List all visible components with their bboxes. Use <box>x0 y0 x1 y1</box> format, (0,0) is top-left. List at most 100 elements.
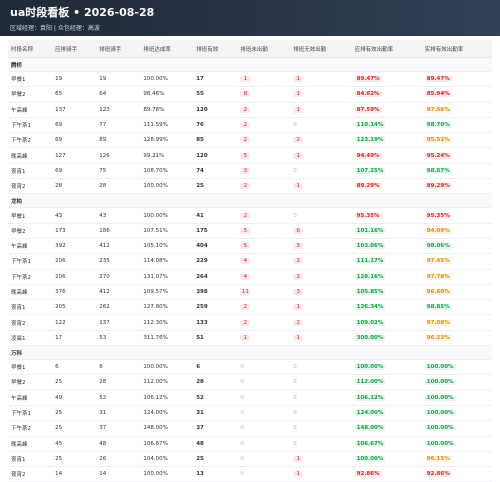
count: 3 <box>293 243 304 250</box>
cell: 111.17% <box>351 253 422 270</box>
cell: 0 <box>237 451 291 468</box>
cell: 37 <box>193 420 238 437</box>
count: 0 <box>293 394 297 401</box>
cell: 5 <box>237 238 291 255</box>
data-row: 午高峰 137 123 89.78% 120 2 1 87.59% 97.56% <box>8 102 492 118</box>
cell: 229 <box>193 253 238 270</box>
count: 2 <box>293 258 304 265</box>
cell: 53 <box>96 330 141 347</box>
cell: 37 <box>96 420 141 437</box>
cell: 206 <box>52 253 97 270</box>
cell: 404 <box>193 238 238 255</box>
count: 11 <box>240 289 251 295</box>
cell: 186 <box>96 223 141 239</box>
cell: 311.76% <box>140 330 194 347</box>
count: 4 <box>240 258 251 265</box>
cell: 89.78% <box>140 102 194 118</box>
column-header: 实排有效出勤率 <box>421 40 492 58</box>
column-header: 排班无效出勤 <box>290 40 352 58</box>
cell: 4 <box>237 269 291 285</box>
cell: 97.08% <box>421 314 492 331</box>
cell: 262 <box>96 299 141 316</box>
count: 1 <box>293 76 304 83</box>
cell: 97.78% <box>421 269 492 285</box>
cell: 398 <box>193 284 238 301</box>
count: 2 <box>240 304 251 311</box>
count: 5 <box>240 152 251 159</box>
cell: 175 <box>193 223 238 239</box>
cell: 43 <box>96 207 141 224</box>
table: 时段名称 应排骑手 排班骑手 排班达成率 排班有效 排班未出勤 排班无效出勤 应排有效出勤率实… <box>8 40 492 482</box>
cell: 早餐2 <box>8 223 53 239</box>
cell: 25 <box>52 374 97 391</box>
cell: 19 <box>52 71 97 88</box>
data-row: 夜宵2 28 28 100.00% 25 2 1 89.29% 89.29% <box>8 178 492 195</box>
data-row: 晚高峰 376 412 109.57% 398 11 3 105.85% 96.60% <box>8 284 492 301</box>
rate: 126.34% <box>354 304 386 311</box>
rate: 111.17% <box>354 258 386 265</box>
cell: 98.67% <box>421 163 492 180</box>
cell: 148.00% <box>140 420 194 437</box>
cell: 126 <box>96 147 141 164</box>
cell: 0 <box>237 374 291 391</box>
cell: 100.00% <box>140 466 194 482</box>
data-row: 夜宵2 14 14 100.00% 13 0 1 92.86% 92.86% <box>8 466 492 482</box>
cell: 3 <box>290 284 352 301</box>
rate: 94.09% <box>424 227 452 234</box>
count: 1 <box>293 471 304 478</box>
cell: 112.00% <box>351 374 422 391</box>
rate: 112.00% <box>354 379 386 386</box>
cell: 晚高峰 <box>8 436 53 452</box>
rate: 106.12% <box>354 394 386 401</box>
rate: 100.00% <box>424 440 456 447</box>
cell: 89.47% <box>421 71 492 88</box>
cell: 89.29% <box>421 178 492 195</box>
cell: 2 <box>290 253 352 270</box>
cell: 100.00% <box>421 436 492 452</box>
data-row: 午高峰 392 412 105.10% 404 5 3 103.06% 98.06% <box>8 238 492 255</box>
cell: 2 <box>237 102 291 118</box>
cell: 1 <box>237 330 291 347</box>
cell: 111.59% <box>140 117 194 134</box>
cell: 夜宵2 <box>8 466 53 482</box>
cell: 235 <box>96 253 141 270</box>
cell: 123 <box>96 102 141 118</box>
cell: 109.57% <box>140 284 194 301</box>
rate: 89.47% <box>354 76 382 83</box>
rate: 92.86% <box>354 471 382 478</box>
count: 1 <box>293 91 304 98</box>
cell: 0 <box>237 436 291 452</box>
cell: 412 <box>96 284 141 301</box>
subtitle: 区域经理：袁阳 | 众包经理：高波 <box>10 25 100 32</box>
count: 0 <box>240 471 244 478</box>
data-row: 下午茶2 69 89 128.99% 85 2 2 123.19% 95.51% <box>8 132 492 149</box>
cell: 下午茶2 <box>8 132 53 149</box>
count: 1 <box>240 334 251 341</box>
data-row: 早餐2 25 28 112.00% 28 0 0 112.00% 100.00% <box>8 374 492 391</box>
cell: 107.25% <box>351 163 422 180</box>
cell: 89.29% <box>351 178 422 195</box>
cell: 0 <box>237 420 291 437</box>
cell: 31 <box>96 405 141 422</box>
cell: 100.00% <box>351 451 422 468</box>
cell: 100.00% <box>421 420 492 437</box>
cell: 14 <box>96 466 141 482</box>
count: 0 <box>240 394 244 401</box>
cell: 98.70% <box>421 117 492 134</box>
count: 5 <box>240 243 251 250</box>
cell: 206 <box>52 269 97 285</box>
data-row: 夜宵2 122 137 112.30% 133 2 2 109.02% 97.08% <box>8 314 492 331</box>
cell: 0 <box>237 390 291 406</box>
count: 2 <box>293 137 304 144</box>
rate: 128.16% <box>354 273 386 280</box>
cell: 14 <box>52 466 97 482</box>
cell: 41 <box>193 207 238 224</box>
cell: 午高峰 <box>8 390 53 406</box>
cell: 夜宵1 <box>8 451 53 468</box>
cell: 5 <box>237 147 291 164</box>
cell: 133 <box>193 314 238 331</box>
cell: 4 <box>237 253 291 270</box>
cell: 96.15% <box>421 451 492 468</box>
cell: 28 <box>96 374 141 391</box>
count: 3 <box>293 289 304 295</box>
